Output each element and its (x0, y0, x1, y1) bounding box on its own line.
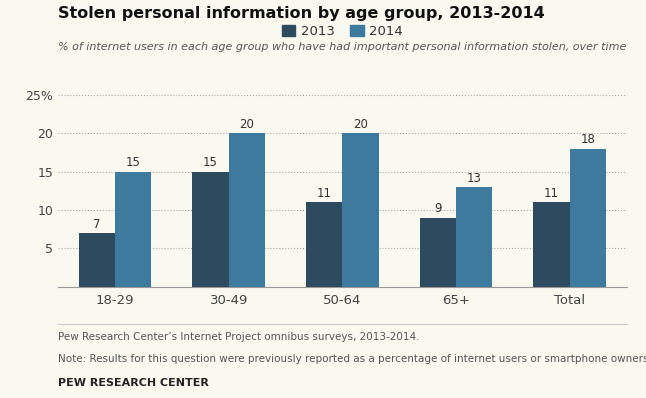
Text: 15: 15 (203, 156, 218, 169)
Bar (306, 202, 342, 287)
Bar (115, 172, 151, 287)
Text: 15: 15 (126, 156, 141, 169)
Bar (570, 148, 606, 287)
Text: % of internet users in each age group who have had important personal informatio: % of internet users in each age group wh… (58, 42, 627, 52)
Text: Pew Research Center’s Internet Project omnibus surveys, 2013-2014.: Pew Research Center’s Internet Project o… (58, 332, 420, 342)
Text: 11: 11 (317, 187, 331, 200)
Text: PEW RESEARCH CENTER: PEW RESEARCH CENTER (58, 378, 209, 388)
Bar (229, 133, 265, 287)
Bar (534, 202, 570, 287)
Bar (456, 187, 492, 287)
Text: 20: 20 (240, 118, 255, 131)
Legend: 2013, 2014: 2013, 2014 (277, 20, 408, 43)
Text: Stolen personal information by age group, 2013-2014: Stolen personal information by age group… (58, 6, 545, 21)
Text: 7: 7 (93, 218, 101, 230)
Bar (342, 133, 379, 287)
Text: 13: 13 (467, 172, 482, 185)
Text: Note: Results for this question were previously reported as a percentage of inte: Note: Results for this question were pre… (58, 354, 646, 364)
Bar (193, 172, 229, 287)
Bar (79, 233, 115, 287)
Text: 9: 9 (434, 202, 442, 215)
Bar (420, 218, 456, 287)
Text: 11: 11 (544, 187, 559, 200)
Text: 20: 20 (353, 118, 368, 131)
Text: 18: 18 (581, 133, 596, 146)
